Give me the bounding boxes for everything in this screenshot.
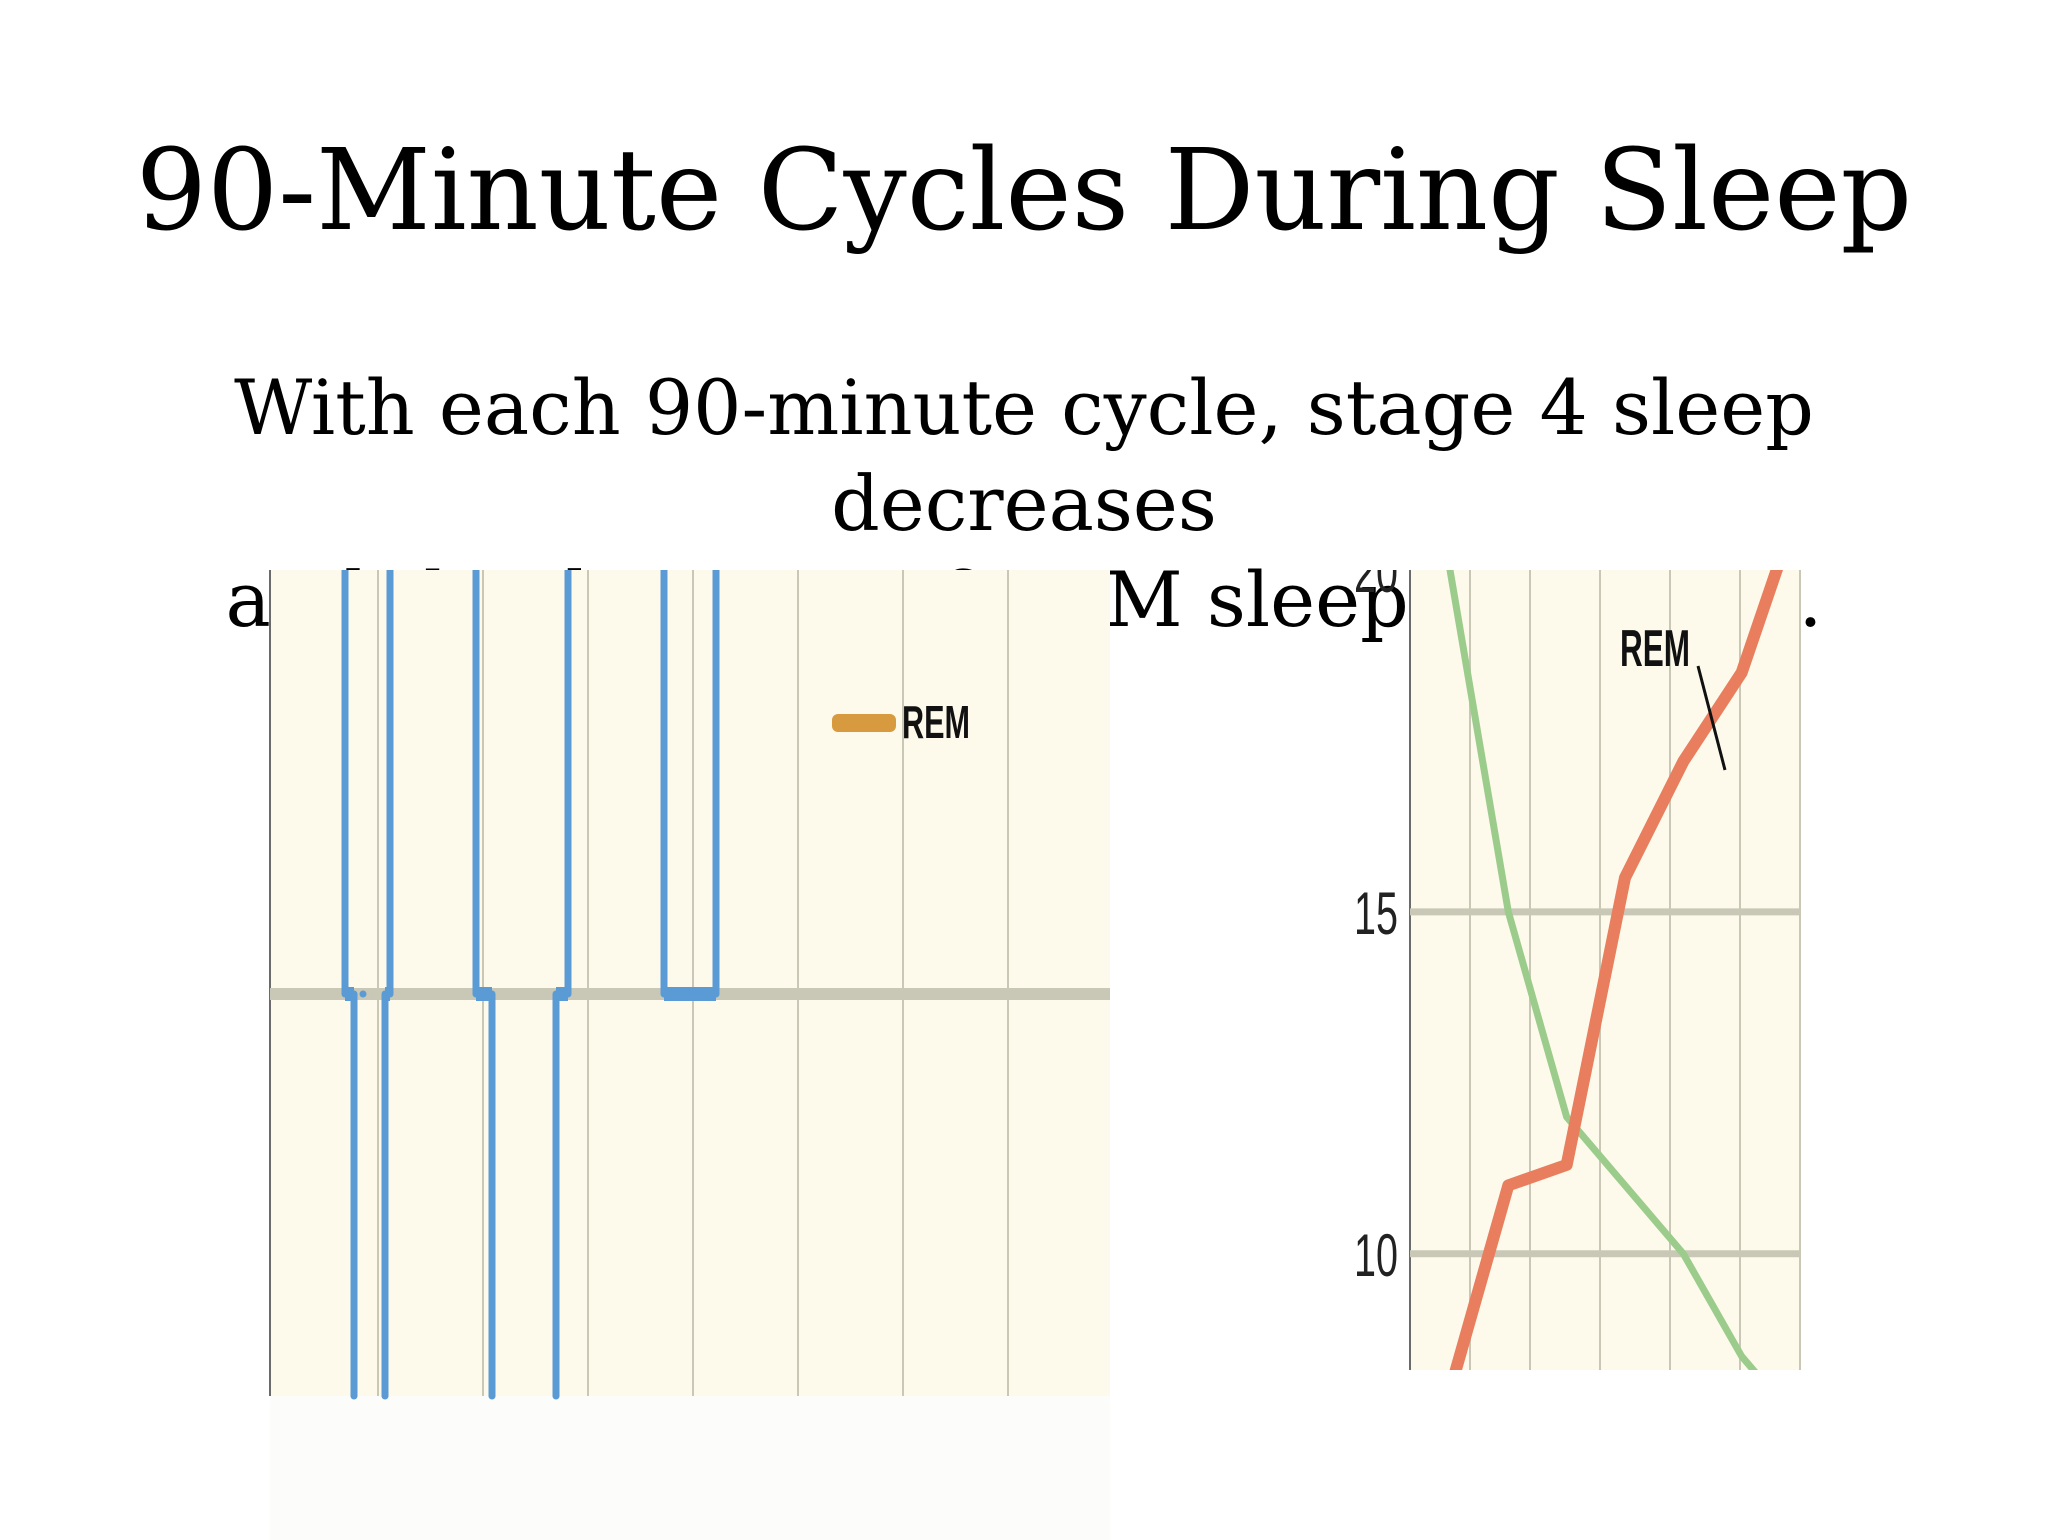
sleep-stage-chart-svg: REM [269,570,1110,1540]
legend-label-rem: REM [902,696,970,748]
sleep-stage-chart: REM [230,570,1120,1540]
stage-duration-chart: 10 15 20 REM [1320,570,1820,1370]
y-tick-label: 10 [1354,1222,1398,1289]
y-tick-label: 15 [1354,880,1398,947]
plot-background [270,570,1110,1396]
annotation-pointer [1696,665,1727,771]
slide-title: 90-Minute Cycles During Sleep [135,126,1913,256]
subtitle-line-1: With each 90-minute cycle, stage 4 sleep… [234,363,1814,548]
series-line [1446,570,1758,1370]
stage-duration-chart-svg: 10 15 20 REM [1354,570,1801,1370]
legend-swatch-rem [832,714,896,732]
series-line [1449,570,1784,1370]
plot-lower-strip [270,1396,1110,1540]
annotation-rem: REM [1620,620,1690,678]
y-tick-label: 20 [1354,570,1398,605]
